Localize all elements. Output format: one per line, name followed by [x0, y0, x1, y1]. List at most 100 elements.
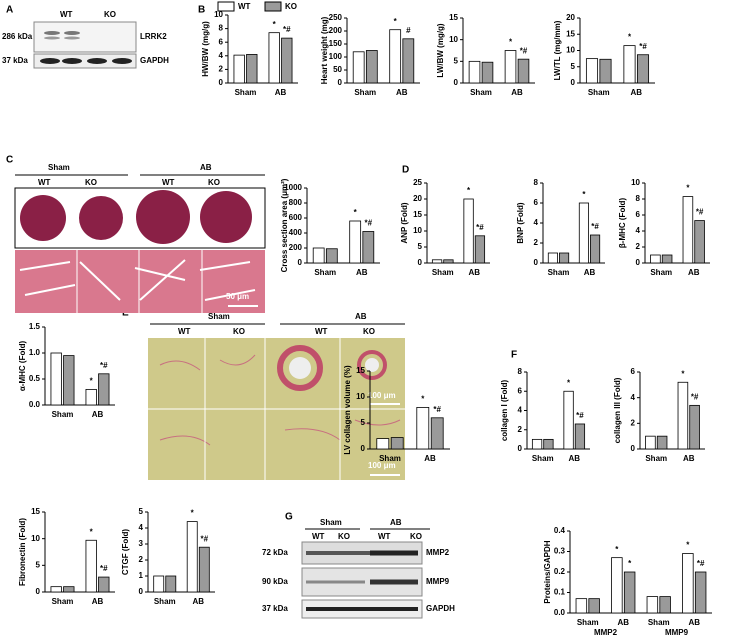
bar — [645, 435, 656, 450]
bar — [402, 38, 415, 84]
y-axis-label: β-MHC (Fold) — [618, 198, 627, 249]
y-axis-label: α-MHC (Fold) — [18, 341, 27, 392]
y-axis-label: Heart weight (mg) — [320, 16, 329, 84]
column-label: WT — [378, 532, 391, 541]
significance: * — [354, 208, 358, 217]
y-tick-label: 8 — [636, 194, 641, 203]
bar — [623, 571, 636, 614]
column-label: WT — [312, 532, 325, 541]
group-label: AB — [390, 518, 402, 527]
y-tick-label: 0.5 — [29, 374, 41, 383]
y-tick-label: 6 — [534, 198, 539, 207]
significance: * — [686, 184, 690, 193]
y-tick-label: 8 — [219, 24, 224, 33]
y-tick-label: 0 — [571, 78, 576, 87]
y-tick-label: 10 — [413, 226, 422, 235]
y-tick-label: 1000 — [284, 183, 302, 192]
y-tick-label: 0 — [36, 587, 41, 596]
y-tick-label: 4 — [518, 406, 523, 415]
histology-image — [148, 338, 405, 480]
significance: * — [394, 17, 398, 26]
x-tick-label: Sham — [577, 618, 599, 627]
y-axis-label: collagen III (Fold) — [613, 377, 622, 443]
y-tick-label: 4 — [139, 523, 144, 532]
x-tick-label: AB — [396, 88, 408, 97]
significance: *# — [476, 223, 484, 232]
significance: *# — [639, 42, 647, 51]
bar — [661, 254, 673, 264]
bar — [430, 417, 444, 450]
significance: *# — [591, 222, 599, 231]
y-tick-label: 6 — [631, 367, 636, 376]
bar — [481, 61, 494, 84]
y-axis-label: ANP (Fold) — [400, 202, 409, 244]
bar — [98, 373, 110, 406]
scale-bar-label: 50 μm — [226, 292, 249, 301]
y-axis-label: collagen I (Fold) — [500, 380, 509, 442]
scale-bar-label: 100 μm — [368, 391, 396, 400]
y-axis-label: LW/TL (mg/mm) — [553, 20, 562, 80]
significance: # — [406, 26, 411, 35]
y-tick-label: 600 — [289, 213, 303, 222]
y-tick-label: 150 — [329, 39, 343, 48]
y-tick-label: 8 — [534, 178, 539, 187]
bar — [585, 58, 599, 84]
bar — [389, 29, 402, 84]
x-tick-label: AB — [275, 88, 287, 97]
blot-protein: GAPDH — [140, 56, 169, 65]
x-tick-label: Sham — [154, 597, 176, 606]
bar — [694, 220, 705, 264]
bar — [186, 521, 198, 593]
group-label: AB — [355, 312, 367, 321]
x-tick-label: Sham — [645, 454, 667, 463]
bar — [682, 196, 694, 264]
significance: * — [90, 377, 94, 386]
significance: * — [90, 527, 94, 536]
bar — [543, 438, 554, 450]
significance: * — [628, 559, 632, 568]
y-tick-label: 250 — [329, 13, 343, 22]
y-tick-label: 20 — [413, 194, 422, 203]
panel-label: F — [511, 350, 517, 361]
bar — [689, 404, 700, 450]
y-tick-label: 20 — [566, 13, 575, 22]
significance: *# — [100, 361, 108, 370]
y-tick-label: 2 — [534, 238, 539, 247]
significance: * — [191, 509, 195, 518]
bar — [390, 437, 404, 450]
y-tick-label: 0 — [219, 78, 224, 87]
bar — [611, 557, 623, 614]
bar — [63, 355, 75, 406]
y-tick-label: 15 — [449, 13, 458, 22]
significance: * — [686, 541, 690, 550]
y-tick-label: 10 — [31, 534, 40, 543]
blot-size: 37 kDa — [2, 56, 28, 65]
y-tick-label: 800 — [289, 198, 303, 207]
x-tick-label: AB — [584, 268, 596, 277]
significance: *# — [696, 208, 704, 217]
y-axis-label: Cross section area (μm²) — [280, 178, 289, 272]
blot-image — [301, 541, 423, 619]
significance: *# — [200, 534, 208, 543]
y-tick-label: 0.4 — [554, 526, 566, 535]
y-tick-label: 5 — [361, 418, 366, 427]
y-tick-label: 50 — [333, 65, 342, 74]
y-tick-label: 10 — [566, 46, 575, 55]
y-tick-label: 2 — [631, 418, 636, 427]
y-tick-label: 8 — [518, 367, 523, 376]
bar — [165, 575, 177, 593]
bar — [517, 58, 530, 84]
panel-label: G — [285, 512, 293, 523]
bar — [590, 234, 601, 264]
y-tick-label: 5 — [36, 560, 41, 569]
column-label: WT — [162, 178, 175, 187]
panel-label: A — [6, 5, 13, 16]
y-tick-label: 0 — [631, 444, 636, 453]
bar — [85, 539, 97, 593]
y-tick-label: 4 — [534, 218, 539, 227]
significance: *# — [697, 559, 705, 568]
bar — [623, 45, 636, 84]
y-tick-label: 10 — [449, 35, 458, 44]
bar — [85, 388, 97, 406]
column-label: WT — [178, 327, 191, 336]
